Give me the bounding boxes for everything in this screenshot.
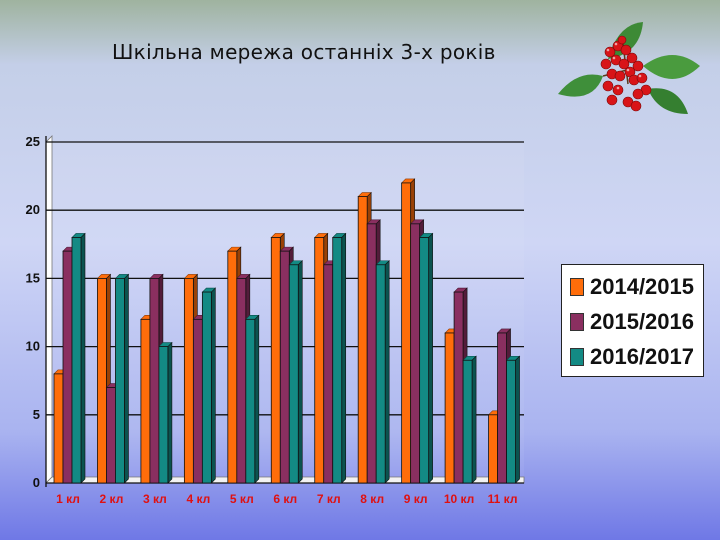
bar [462, 359, 473, 484]
bar [375, 264, 386, 484]
bar [183, 277, 194, 484]
legend-label: 2014/2015 [590, 273, 694, 299]
bar-side [341, 232, 347, 484]
bar [419, 237, 430, 484]
legend-swatch [570, 312, 584, 331]
legend-swatch [570, 347, 584, 366]
bar [245, 318, 256, 484]
x-tick-label: 3 кл [143, 492, 167, 506]
x-tick-label: 8 кл [360, 492, 384, 506]
x-tick-label: 5 кл [230, 492, 254, 506]
bar-side [515, 355, 520, 484]
bar-side [80, 232, 86, 484]
bar [444, 332, 455, 484]
bar [279, 250, 290, 484]
bar [401, 182, 412, 484]
bar [323, 264, 334, 484]
bar [488, 414, 498, 484]
bar [506, 359, 516, 484]
bar [53, 373, 64, 484]
bar [314, 237, 325, 484]
legend-swatch [570, 277, 584, 296]
bar [497, 332, 507, 484]
y-tick-label: 25 [26, 134, 40, 149]
bar-side [471, 355, 477, 484]
bar-side [297, 260, 303, 484]
x-tick-label: 4 кл [186, 492, 210, 506]
x-tick-label: 6 кл [273, 492, 297, 506]
bar-side [428, 232, 433, 484]
legend-item: 2015/2016 [570, 304, 703, 339]
y-tick-label: 0 [33, 475, 40, 490]
y-tick-label: 15 [26, 270, 40, 285]
legend-item: 2016/2017 [570, 339, 703, 374]
x-tick-label: 1 кл [56, 492, 80, 506]
y-tick-label: 5 [33, 407, 40, 422]
bar [357, 196, 368, 484]
x-tick-label: 2 кл [100, 492, 124, 506]
x-tick-label: 10 кл [444, 492, 474, 506]
plot-left-wall [45, 135, 53, 484]
bar [270, 237, 281, 484]
x-tick-label: 7 кл [317, 492, 341, 506]
legend-label: 2015/2016 [590, 308, 694, 334]
bar [97, 277, 107, 484]
viburnum-berries-icon [558, 22, 700, 114]
bar [366, 223, 377, 484]
bar [288, 264, 299, 484]
y-tick-label: 20 [26, 202, 40, 217]
bar [410, 223, 421, 484]
bar-side [167, 341, 173, 484]
bar [158, 346, 169, 484]
bar-side [384, 260, 390, 484]
bar [71, 237, 82, 484]
bar [332, 237, 343, 484]
bar-side [211, 287, 216, 484]
bar-side [254, 314, 260, 484]
bar [192, 318, 203, 484]
bar [140, 318, 151, 484]
y-tick-label: 10 [26, 339, 40, 354]
chart-legend: 2014/2015 2015/2016 2016/2017 [561, 264, 704, 377]
bar [236, 277, 247, 484]
chart-title: Шкільна мережа останніх 3-х років [112, 40, 496, 64]
x-tick-label: 11 кл [488, 492, 518, 506]
bar [453, 291, 464, 484]
bar [201, 291, 212, 484]
bar-side [124, 273, 129, 484]
x-tick-label: 9 кл [404, 492, 428, 506]
bar [62, 250, 73, 484]
bar [227, 250, 238, 484]
bar [115, 277, 125, 484]
bar [149, 277, 160, 484]
legend-item: 2014/2015 [570, 269, 703, 304]
bar [106, 387, 116, 484]
legend-label: 2016/2017 [590, 343, 694, 369]
